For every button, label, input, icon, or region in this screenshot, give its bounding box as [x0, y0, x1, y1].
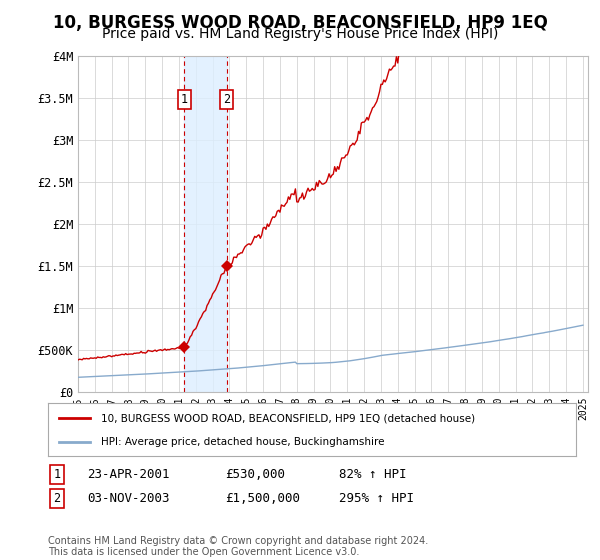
Text: 295% ↑ HPI: 295% ↑ HPI — [339, 492, 414, 505]
Text: 82% ↑ HPI: 82% ↑ HPI — [339, 468, 407, 482]
Text: £1,500,000: £1,500,000 — [225, 492, 300, 505]
Text: 23-APR-2001: 23-APR-2001 — [87, 468, 170, 482]
Bar — [184, 56, 227, 392]
Text: £530,000: £530,000 — [225, 468, 285, 482]
Text: 1: 1 — [181, 93, 188, 106]
Text: Price paid vs. HM Land Registry's House Price Index (HPI): Price paid vs. HM Land Registry's House … — [102, 27, 498, 41]
Text: 2: 2 — [223, 93, 230, 106]
Text: HPI: Average price, detached house, Buckinghamshire: HPI: Average price, detached house, Buck… — [101, 436, 385, 446]
Text: Contains HM Land Registry data © Crown copyright and database right 2024.
This d: Contains HM Land Registry data © Crown c… — [48, 535, 428, 557]
Text: 1: 1 — [53, 468, 61, 482]
Text: 10, BURGESS WOOD ROAD, BEACONSFIELD, HP9 1EQ (detached house): 10, BURGESS WOOD ROAD, BEACONSFIELD, HP9… — [101, 413, 475, 423]
Text: 03-NOV-2003: 03-NOV-2003 — [87, 492, 170, 505]
Text: 2: 2 — [53, 492, 61, 505]
Text: 10, BURGESS WOOD ROAD, BEACONSFIELD, HP9 1EQ: 10, BURGESS WOOD ROAD, BEACONSFIELD, HP9… — [53, 14, 547, 32]
